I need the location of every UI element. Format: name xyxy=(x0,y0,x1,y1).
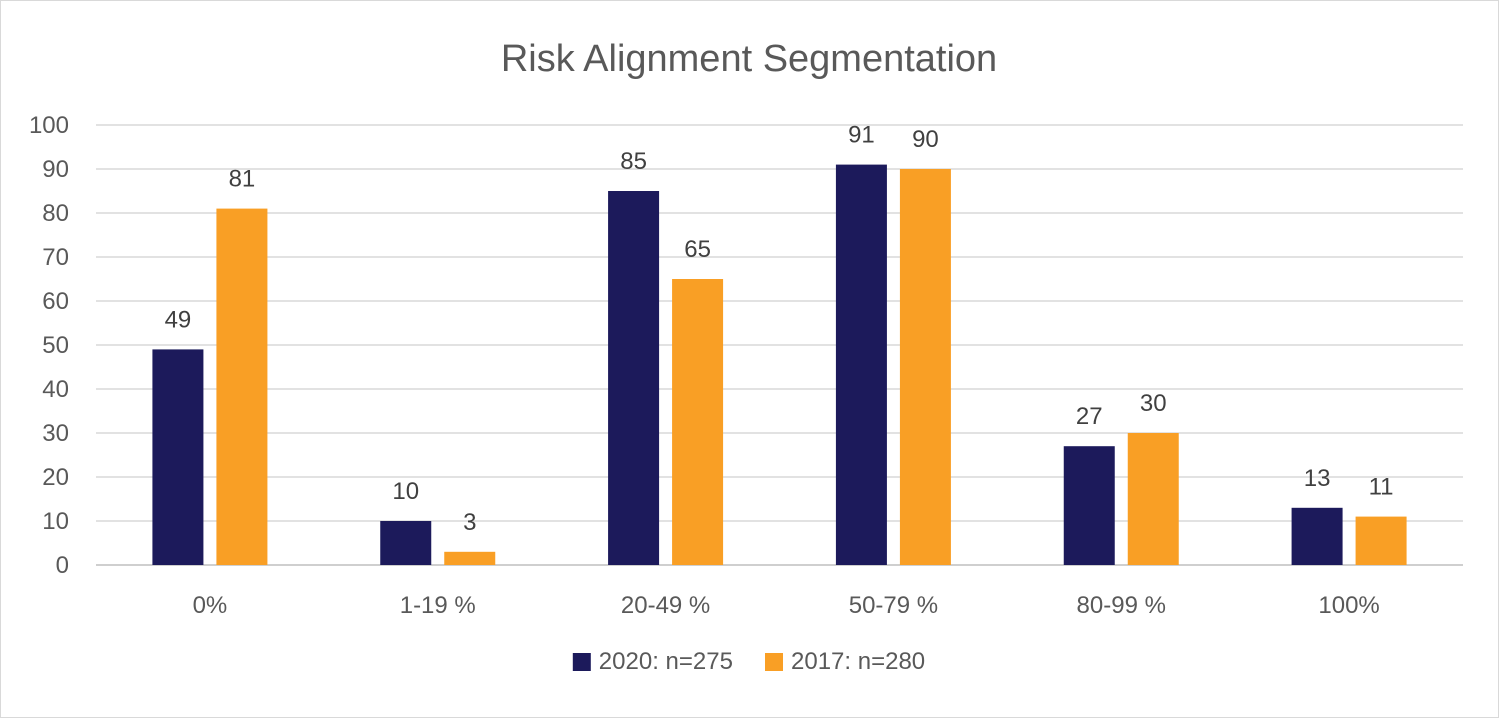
data-label: 11 xyxy=(1369,474,1394,501)
y-tick-label: 10 xyxy=(42,508,69,535)
data-label: 10 xyxy=(392,478,419,505)
y-tick-label: 30 xyxy=(42,420,69,447)
legend-item: 2017: n=280 xyxy=(765,648,925,675)
y-axis-ticks: 0 10 20 30 40 50 60 70 80 90 100 xyxy=(29,112,69,579)
bar xyxy=(1127,433,1179,565)
gridlines xyxy=(96,124,1463,566)
data-label: 85 xyxy=(620,148,647,175)
y-tick-label: 0 xyxy=(56,552,69,579)
data-label: 81 xyxy=(229,166,256,193)
x-tick-label: 80-99 % xyxy=(1077,592,1166,619)
x-tick-label: 50-79 % xyxy=(849,592,938,619)
x-axis-ticks: 0% 1-19 % 20-49 % 50-79 % 80-99 % 100% xyxy=(193,592,1380,619)
x-tick-label: 20-49 % xyxy=(621,592,710,619)
x-tick-label: 1-19 % xyxy=(400,592,476,619)
y-tick-label: 70 xyxy=(42,244,69,271)
y-tick-label: 60 xyxy=(42,288,69,315)
data-labels: 49 81 10 3 85 65 91 90 27 30 13 11 xyxy=(165,122,1394,536)
data-label: 27 xyxy=(1076,403,1103,430)
bar xyxy=(444,551,496,565)
bar xyxy=(1063,446,1115,565)
y-tick-label: 20 xyxy=(42,464,69,491)
data-label: 13 xyxy=(1304,465,1331,492)
bar xyxy=(1355,516,1407,565)
data-label: 65 xyxy=(684,236,711,263)
x-tick-label: 0% xyxy=(193,592,228,619)
legend-swatch xyxy=(572,653,591,671)
bar xyxy=(380,521,432,565)
data-label: 91 xyxy=(848,122,875,149)
bars xyxy=(152,164,1407,565)
legend: 2020: n=275 2017: n=280 xyxy=(572,648,925,675)
bar xyxy=(672,279,724,565)
legend-swatch xyxy=(765,653,783,671)
y-tick-label: 90 xyxy=(42,156,69,183)
x-tick-label: 100% xyxy=(1318,592,1379,619)
chart-title: Risk Alignment Segmentation xyxy=(501,38,997,80)
legend-item: 2020: n=275 xyxy=(572,648,733,675)
y-tick-label: 50 xyxy=(42,332,69,359)
data-label: 90 xyxy=(912,126,939,153)
bar xyxy=(1291,507,1343,565)
y-tick-label: 100 xyxy=(29,112,69,139)
y-tick-label: 80 xyxy=(42,200,69,227)
bar xyxy=(835,164,887,565)
bar xyxy=(152,349,204,565)
legend-label: 2020: n=275 xyxy=(599,648,733,675)
bar xyxy=(608,191,660,565)
data-label: 49 xyxy=(165,306,192,333)
data-label: 3 xyxy=(463,509,476,536)
bar xyxy=(216,208,268,565)
legend-label: 2017: n=280 xyxy=(791,648,925,675)
bar xyxy=(899,169,951,565)
y-tick-label: 40 xyxy=(42,376,69,403)
data-label: 30 xyxy=(1140,390,1167,417)
